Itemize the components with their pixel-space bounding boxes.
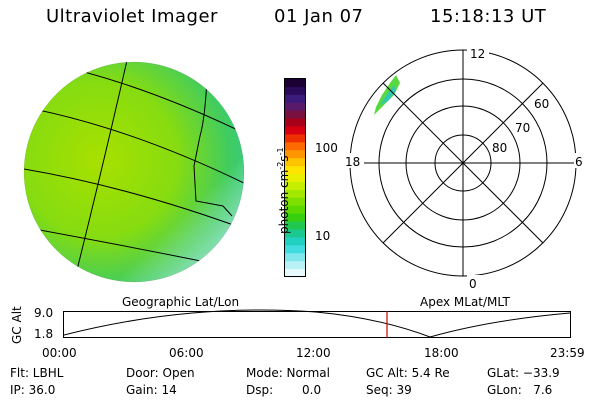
date-label: 01 Jan 07: [274, 6, 364, 27]
polar-label-6: 6: [575, 155, 583, 169]
colorbar-band: [285, 126, 305, 136]
colorbar-band: [285, 253, 305, 262]
colorbar-band: [285, 205, 305, 215]
colorbar-band: [285, 142, 305, 151]
door-info: Door: Open: [126, 366, 195, 380]
colorbar-tick-10: 10: [315, 229, 331, 243]
gc-alt-info: GC Alt: 5.4 Re: [366, 366, 450, 380]
ring-label-60: 60: [534, 97, 549, 111]
colorbar: [284, 78, 306, 278]
gain-info: Gain: 14: [126, 383, 177, 397]
colorbar-band: [285, 79, 305, 88]
instrument-title: Ultraviolet Imager: [46, 6, 218, 27]
x-tick-1800: 18:00: [424, 346, 459, 360]
colorbar-band: [285, 181, 305, 191]
colorbar-band: [285, 237, 305, 246]
colorbar-band: [285, 197, 305, 207]
flt-info: Flt: LBHL: [10, 366, 64, 380]
colorbar-band: [285, 158, 305, 167]
x-tick-1200: 12:00: [296, 346, 331, 360]
colorbar-band: [285, 213, 305, 223]
gc-alt-axis-label: GC Alt: [10, 306, 24, 344]
polar-label-18: 18: [345, 155, 360, 169]
x-tick-0600: 06:00: [169, 346, 204, 360]
ip-info: IP: 36.0: [10, 383, 56, 397]
polar-label-0: 0: [469, 277, 477, 291]
polar-mlt-plot: 12 18 6 0 60 70 80: [344, 47, 588, 291]
colorbar-band: [285, 261, 305, 270]
colorbar-band: [285, 189, 305, 199]
seq-info: Seq: 39: [366, 383, 412, 397]
colorbar-band: [285, 229, 305, 238]
colorbar-band: [285, 269, 305, 278]
geographic-title: Geographic Lat/Lon: [122, 295, 240, 309]
colorbar-band: [285, 150, 305, 159]
x-tick-0000: 00:00: [42, 346, 77, 360]
colorbar-band: [285, 245, 305, 254]
mode-info: Mode: Normal: [246, 366, 330, 380]
colorbar-tick-100: 100: [315, 141, 338, 155]
colorbar-band: [285, 86, 305, 96]
glat-info: GLat: −33.9: [487, 366, 560, 380]
colorbar-band: [285, 110, 305, 120]
apex-title: Apex MLat/MLT: [420, 295, 510, 309]
ring-label-70: 70: [515, 121, 530, 135]
colorbar-band: [285, 134, 305, 143]
colorbar-band: [285, 221, 305, 231]
colorbar-band: [285, 118, 305, 128]
colorbar-band: [285, 174, 305, 183]
y-tick-1-8: 1.8: [34, 327, 54, 341]
geographic-image-map: [23, 61, 245, 283]
ring-label-80: 80: [492, 141, 507, 155]
colorbar-band: [285, 102, 305, 112]
dsp-info: Dsp:: [246, 383, 274, 397]
dsp-value: 0.0: [302, 383, 322, 397]
colorbar-band: [285, 94, 305, 104]
glon-info: GLon: 7.6: [487, 383, 553, 397]
altitude-timeline: [63, 309, 571, 338]
colorbar-band: [285, 166, 305, 175]
time-label: 15:18:13 UT: [430, 6, 547, 27]
y-tick-9: 9.0: [34, 306, 54, 320]
polar-label-12: 12: [470, 47, 485, 61]
x-tick-2359: 23:59: [550, 346, 585, 360]
colorbar-unit-label: photon cm-2s-1: [276, 147, 291, 234]
